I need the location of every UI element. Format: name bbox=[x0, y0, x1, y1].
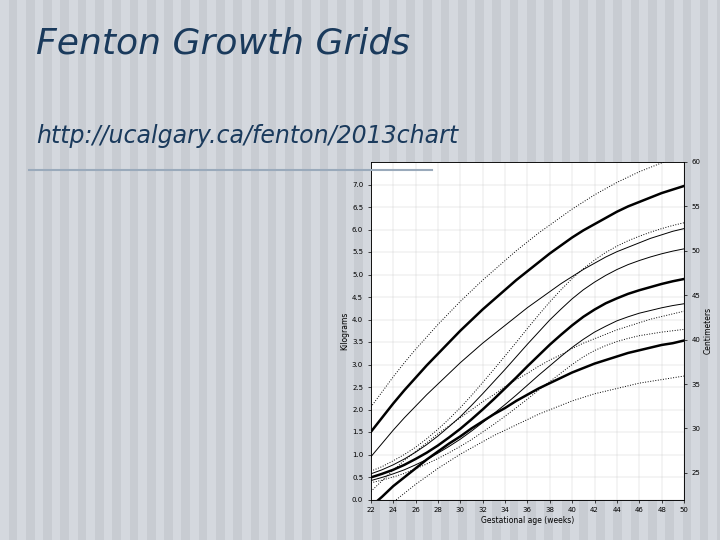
Text: http://ucalgary.ca/fenton/2013chart: http://ucalgary.ca/fenton/2013chart bbox=[36, 124, 458, 148]
Y-axis label: Kilograms: Kilograms bbox=[340, 312, 349, 350]
Y-axis label: Centimeters: Centimeters bbox=[703, 307, 712, 354]
Text: Fenton Growth Grids: Fenton Growth Grids bbox=[36, 27, 410, 61]
X-axis label: Gestational age (weeks): Gestational age (weeks) bbox=[481, 516, 574, 525]
